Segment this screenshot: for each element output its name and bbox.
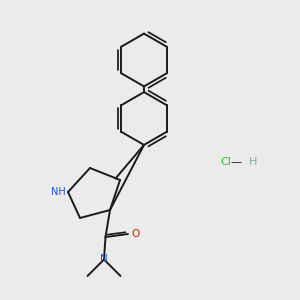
Text: N: N bbox=[100, 254, 108, 265]
Text: —: — bbox=[231, 157, 242, 167]
Text: H: H bbox=[248, 157, 257, 167]
Text: NH: NH bbox=[51, 187, 66, 197]
Text: O: O bbox=[132, 229, 140, 239]
Text: Cl: Cl bbox=[220, 157, 231, 167]
